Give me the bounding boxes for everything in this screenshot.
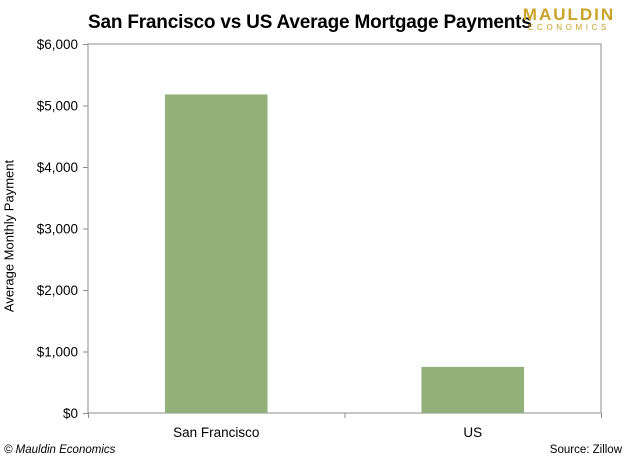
chart-title: San Francisco vs US Average Mortgage Pay… (88, 12, 532, 33)
bar (421, 366, 525, 413)
source-text: Source: Zillow (549, 444, 622, 456)
y-tick-label: $3,000 (37, 222, 78, 237)
bar (164, 94, 268, 414)
y-tick-label: $6,000 (37, 37, 78, 52)
x-tick-label: San Francisco (173, 425, 259, 440)
y-tick-label: $2,000 (37, 283, 78, 298)
logo-sub-text: ECONOMICS (528, 23, 610, 32)
mauldin-economics-logo: MAULDIN ECONOMICS (515, 6, 623, 32)
x-tick-label: US (463, 425, 482, 440)
y-tick-label: $4,000 (37, 160, 78, 175)
copyright-text: © Mauldin Economics (4, 444, 116, 456)
logo-main-text: MAULDIN (522, 5, 616, 24)
y-tick-label: $5,000 (37, 99, 78, 114)
y-tick-label: $0 (63, 406, 78, 421)
y-tick-label: $1,000 (37, 345, 78, 360)
